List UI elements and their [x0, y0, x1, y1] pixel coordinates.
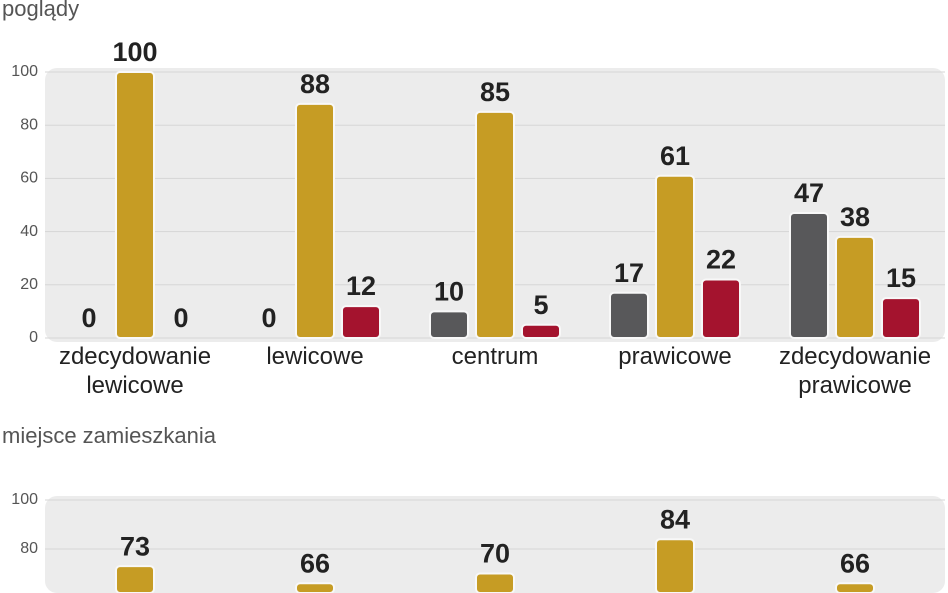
bar — [475, 572, 515, 593]
plot-background — [45, 496, 945, 593]
x-tick-label: prawicowe — [618, 343, 732, 370]
bar — [521, 323, 561, 340]
y-tick-label: 100 — [11, 491, 38, 508]
value-label: 0 — [81, 303, 96, 333]
y-tick-label: 60 — [20, 170, 38, 187]
bar — [295, 102, 335, 339]
x-tick-label: zdecydowanie lewicowe — [58, 343, 212, 399]
chart-title: miejsce zamieszkania — [2, 423, 217, 448]
value-label: 73 — [120, 531, 150, 561]
y-tick-label: 40 — [20, 223, 38, 240]
y-tick-label: 80 — [20, 116, 38, 133]
bar — [701, 278, 741, 340]
y-tick-label: 100 — [11, 63, 38, 80]
value-label: 47 — [794, 178, 824, 208]
bar — [475, 110, 515, 340]
value-label: 85 — [480, 77, 510, 107]
value-label: 0 — [173, 303, 188, 333]
value-label: 22 — [706, 245, 736, 275]
bar — [655, 174, 695, 339]
bar — [789, 211, 829, 339]
value-label: 66 — [300, 548, 330, 578]
value-label: 10 — [434, 277, 464, 307]
value-label: 5 — [533, 290, 548, 320]
bar — [115, 565, 155, 593]
value-label: 38 — [840, 202, 870, 232]
bar — [609, 291, 649, 339]
value-label: 61 — [660, 141, 690, 171]
bar — [655, 538, 695, 593]
value-label: 0 — [261, 303, 276, 333]
x-tick-label: centrum — [451, 343, 539, 370]
x-tick-label: zdecydowanie prawicowe — [778, 343, 932, 399]
bar — [115, 71, 155, 339]
value-label: 84 — [660, 504, 690, 534]
chart-title: poglądy — [2, 0, 79, 21]
y-tick-label: 80 — [20, 540, 38, 557]
y-tick-label: 0 — [29, 329, 38, 346]
x-tick-label: lewicowe — [266, 343, 364, 370]
y-tick-label: 20 — [20, 276, 38, 293]
value-label: 70 — [480, 539, 510, 569]
value-label: 66 — [840, 548, 870, 578]
value-label: 17 — [614, 258, 644, 288]
bar — [341, 305, 381, 339]
bar — [881, 297, 921, 340]
value-label: 15 — [886, 263, 916, 293]
bar — [429, 310, 469, 339]
bar — [835, 235, 875, 339]
bar — [835, 582, 875, 593]
value-label: 12 — [346, 271, 376, 301]
value-label: 100 — [112, 37, 157, 67]
bar — [295, 582, 335, 593]
value-label: 88 — [300, 69, 330, 99]
